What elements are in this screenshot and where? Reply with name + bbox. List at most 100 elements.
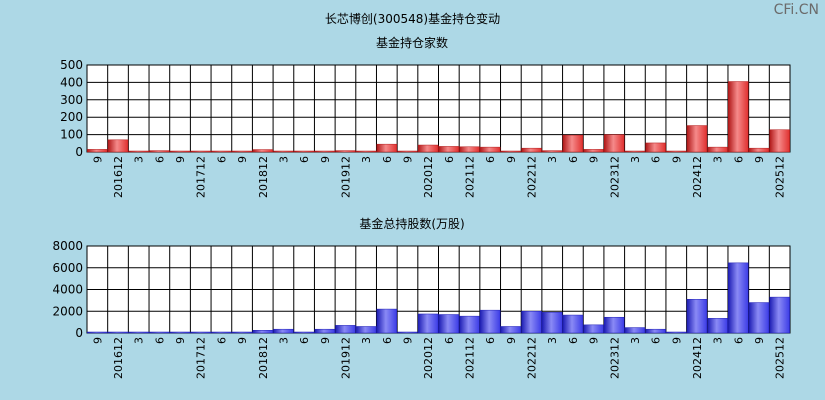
bar bbox=[748, 302, 770, 334]
x-tick-label: 6 bbox=[381, 156, 394, 163]
x-tick-label: 9 bbox=[91, 337, 104, 344]
x-tick-label: 202112 bbox=[464, 337, 477, 379]
x-tick-label: 6 bbox=[567, 156, 580, 163]
bar bbox=[314, 328, 336, 334]
bar bbox=[500, 150, 522, 153]
x-tick-label: 6 bbox=[215, 337, 228, 344]
x-tick-label: 3 bbox=[277, 337, 290, 344]
bar bbox=[417, 313, 439, 334]
x-tick-label: 202412 bbox=[691, 337, 704, 379]
x-tick-label: 9 bbox=[588, 337, 601, 344]
y-tick-label: 0 bbox=[75, 326, 83, 340]
bar bbox=[521, 311, 542, 334]
bar bbox=[479, 309, 501, 334]
bar bbox=[397, 331, 418, 334]
bar bbox=[707, 146, 728, 153]
x-tick-label: 6 bbox=[298, 156, 311, 163]
x-tick-label: 9 bbox=[174, 156, 187, 163]
y-tick-label: 4000 bbox=[52, 283, 83, 297]
bar bbox=[87, 331, 108, 334]
bar bbox=[500, 326, 522, 334]
chart-title: 基金总持股数(万股) bbox=[359, 216, 464, 231]
x-tick-label: 9 bbox=[753, 337, 766, 344]
bar bbox=[355, 150, 377, 153]
x-tick-label: 9 bbox=[236, 337, 249, 344]
bar bbox=[128, 150, 149, 153]
x-tick-label: 3 bbox=[546, 337, 559, 344]
bar bbox=[252, 330, 273, 334]
main-title: 长芯博创(300548)基金持仓变动 bbox=[324, 12, 501, 26]
y-tick-label: 8000 bbox=[52, 239, 83, 253]
x-tick-label: 6 bbox=[215, 156, 228, 163]
bar bbox=[459, 315, 480, 334]
y-tick-label: 6000 bbox=[52, 261, 83, 275]
x-tick-label: 202412 bbox=[691, 156, 704, 198]
bar bbox=[355, 326, 377, 334]
bar bbox=[562, 314, 584, 334]
bar bbox=[149, 331, 170, 334]
x-tick-label: 201712 bbox=[195, 337, 208, 379]
bar bbox=[459, 146, 480, 153]
bar bbox=[293, 150, 315, 153]
x-tick-label: 201812 bbox=[257, 156, 270, 198]
x-tick-label: 6 bbox=[298, 337, 311, 344]
x-tick-label: 202312 bbox=[608, 337, 621, 379]
bar bbox=[438, 146, 460, 153]
x-tick-label: 9 bbox=[319, 337, 332, 344]
x-tick-label: 3 bbox=[133, 156, 146, 163]
bar bbox=[417, 144, 439, 153]
bar bbox=[583, 324, 604, 334]
x-tick-label: 6 bbox=[381, 337, 394, 344]
bar bbox=[211, 331, 232, 334]
x-tick-label: 6 bbox=[650, 156, 663, 163]
bar bbox=[604, 316, 625, 334]
y-tick-label: 200 bbox=[60, 110, 83, 124]
bar bbox=[107, 331, 129, 334]
x-tick-label: 3 bbox=[546, 156, 559, 163]
x-tick-label: 9 bbox=[505, 156, 518, 163]
bar bbox=[273, 328, 294, 334]
x-tick-label: 6 bbox=[484, 156, 497, 163]
x-tick-label: 9 bbox=[401, 337, 414, 344]
bar bbox=[376, 143, 398, 153]
x-tick-label: 6 bbox=[732, 337, 745, 344]
bar bbox=[190, 331, 211, 334]
y-tick-label: 2000 bbox=[52, 304, 83, 318]
x-tick-label: 3 bbox=[629, 156, 642, 163]
bar bbox=[397, 150, 418, 153]
bar bbox=[169, 150, 191, 153]
x-tick-label: 9 bbox=[670, 156, 683, 163]
bar bbox=[314, 150, 336, 153]
bar bbox=[769, 296, 790, 334]
x-tick-label: 201812 bbox=[257, 337, 270, 379]
x-tick-label: 202012 bbox=[422, 156, 435, 198]
x-tick-label: 3 bbox=[360, 337, 373, 344]
x-tick-label: 9 bbox=[174, 337, 187, 344]
bar bbox=[128, 331, 149, 334]
x-tick-label: 6 bbox=[153, 156, 166, 163]
x-tick-label: 3 bbox=[360, 156, 373, 163]
bar bbox=[666, 331, 687, 334]
bar bbox=[686, 125, 708, 153]
x-tick-label: 202512 bbox=[774, 337, 787, 379]
bar bbox=[190, 150, 211, 153]
bar bbox=[521, 147, 542, 153]
x-tick-label: 6 bbox=[567, 337, 580, 344]
bar bbox=[769, 129, 790, 153]
x-tick-label: 202512 bbox=[774, 156, 787, 198]
watermark-logo: CFi.CN bbox=[773, 2, 819, 18]
x-tick-label: 3 bbox=[133, 337, 146, 344]
x-tick-label: 201912 bbox=[339, 337, 352, 379]
bar bbox=[583, 149, 604, 153]
x-tick-label: 201712 bbox=[195, 156, 208, 198]
x-tick-label: 6 bbox=[443, 337, 456, 344]
x-tick-label: 202012 bbox=[422, 337, 435, 379]
x-tick-label: 9 bbox=[505, 337, 518, 344]
y-tick-label: 0 bbox=[75, 145, 83, 159]
bar bbox=[87, 149, 108, 153]
bar bbox=[231, 331, 253, 334]
x-tick-label: 6 bbox=[484, 337, 497, 344]
